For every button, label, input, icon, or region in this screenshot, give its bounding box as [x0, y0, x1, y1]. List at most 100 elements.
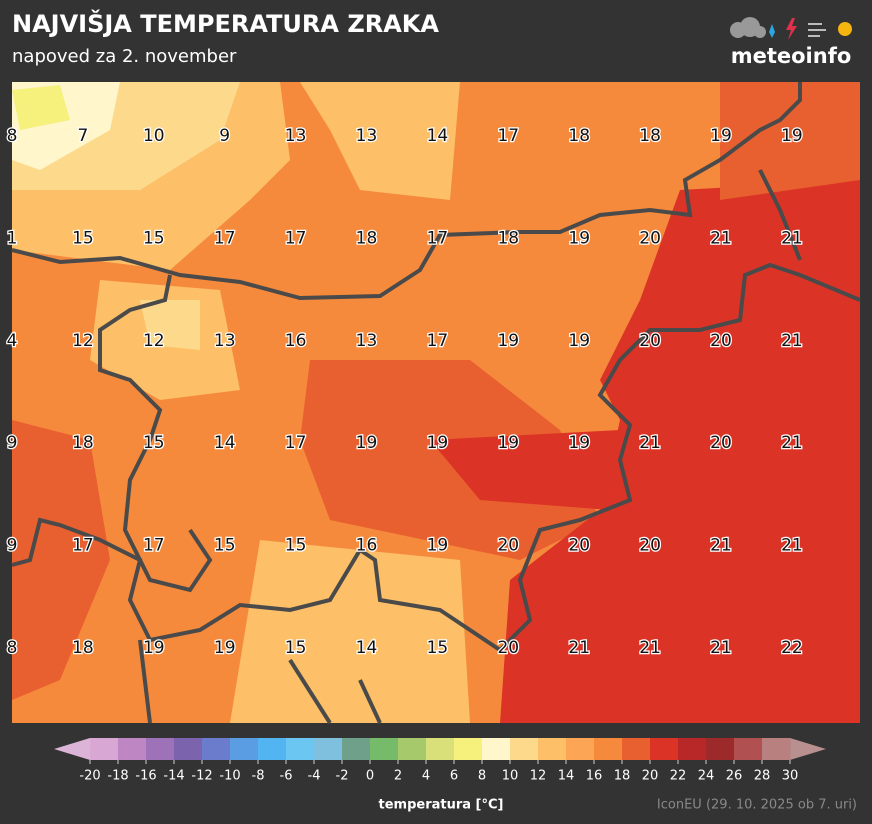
colorbar-segment [370, 738, 399, 760]
temperature-label: 21 [781, 228, 803, 248]
temperature-label: 21 [781, 536, 803, 556]
temperature-label: 19 [214, 638, 236, 658]
colorbar-tick-label: 2 [394, 769, 402, 784]
temperature-label: 9 [7, 433, 18, 453]
colorbar-label: temperatura [°C] [379, 798, 504, 813]
logo-text: meteoinfo [731, 44, 852, 68]
colorbar-segment [734, 738, 763, 760]
temperature-label: 19 [497, 433, 519, 453]
temperature-label: 17 [214, 228, 236, 248]
temperature-label: 18 [639, 126, 661, 146]
temperature-label: 18 [568, 126, 590, 146]
temperature-label: 21 [710, 638, 732, 658]
temperature-label: 20 [710, 433, 732, 453]
colorbar-tick-label: 16 [586, 769, 603, 784]
colorbar-tick-label: -14 [163, 769, 184, 784]
colorbar-segment [398, 738, 427, 760]
temperature-label: 15 [285, 638, 307, 658]
temperature-label: 19 [497, 331, 519, 351]
colorbar-tick-label: 4 [422, 769, 430, 784]
temperature-label: 17 [427, 228, 449, 248]
subtitle: napoved za 2. november [12, 46, 237, 67]
temperature-label: 14 [427, 126, 449, 146]
colorbar-segment [146, 738, 175, 760]
colorbar-segment [622, 738, 651, 760]
map-background [12, 82, 860, 723]
temperature-label: 19 [710, 126, 732, 146]
temperature-label: 19 [356, 433, 378, 453]
colorbar-tick-label: -8 [252, 769, 265, 784]
temperature-label: 19 [568, 331, 590, 351]
colorbar-tick-label: 8 [478, 769, 486, 784]
colorbar-tick-label: 12 [530, 769, 547, 784]
colorbar-segment [594, 738, 623, 760]
temperature-label: 12 [143, 331, 165, 351]
colorbar-over [790, 738, 826, 760]
temperature-label: 20 [639, 228, 661, 248]
colorbar-segment [538, 738, 567, 760]
temperature-label: 17 [427, 331, 449, 351]
logo-icons [730, 17, 852, 40]
temperature-label: 21 [568, 638, 590, 658]
colorbar-segment [118, 738, 147, 760]
colorbar-tick-label: 22 [670, 769, 687, 784]
temperature-label: 13 [356, 331, 378, 351]
temperature-label: 17 [72, 536, 94, 556]
temperature-label: 20 [639, 331, 661, 351]
temperature-label: 21 [710, 228, 732, 248]
temperature-label: 1 [7, 228, 18, 248]
colorbar-segment [342, 738, 371, 760]
temperature-label: 8 [7, 126, 18, 146]
colorbar-segment [706, 738, 735, 760]
colorbar-tick-label: -10 [219, 769, 240, 784]
temperature-label: 13 [285, 126, 307, 146]
temperature-label: 21 [781, 331, 803, 351]
temperature-label: 21 [639, 433, 661, 453]
temperature-label: 7 [77, 126, 88, 146]
colorbar-tick-label: 30 [782, 769, 799, 784]
colorbar-tick-label: -4 [308, 769, 321, 784]
colorbar-segment [650, 738, 679, 760]
borders [11, 82, 861, 725]
temperature-label: 15 [143, 433, 165, 453]
colorbar-segment [286, 738, 315, 760]
colorbar-tick-label: -6 [280, 769, 293, 784]
colorbar-segment [454, 738, 483, 760]
temperature-label: 17 [285, 433, 307, 453]
colorbar-tick-label: -20 [79, 769, 100, 784]
temperature-label: 12 [72, 331, 94, 351]
colorbar-tick-label: 14 [558, 769, 575, 784]
colorbar-tick-label: -18 [107, 769, 128, 784]
temperature-label: 15 [427, 638, 449, 658]
colorbar-tick-label: -12 [191, 769, 212, 784]
temperature-label: 19 [781, 126, 803, 146]
temperature-label: 15 [143, 228, 165, 248]
colorbar-segment [202, 738, 231, 760]
temperature-label: 8 [7, 638, 18, 658]
colorbar-tick-label: 24 [698, 769, 715, 784]
colorbar-tick-label: 6 [450, 769, 458, 784]
temperature-label: 16 [356, 536, 378, 556]
temperature-label: 13 [356, 126, 378, 146]
temperature-label: 20 [497, 536, 519, 556]
temperature-label: 20 [568, 536, 590, 556]
temperature-label: 13 [214, 331, 236, 351]
temperature-label: 14 [356, 638, 378, 658]
colorbar-segment [482, 738, 511, 760]
title: NAJVIŠJA TEMPERATURA ZRAKA [12, 8, 439, 38]
colorbar-tick-label: 26 [726, 769, 743, 784]
temperature-label: 18 [72, 433, 94, 453]
colorbar-tick-label: -16 [135, 769, 156, 784]
temperature-label: 10 [143, 126, 165, 146]
temperature-label: 21 [781, 433, 803, 453]
colorbar-tick-label: 28 [754, 769, 771, 784]
colorbar-under [54, 738, 90, 760]
colorbar: -20 -18 -16 -14 -12 -10 -8 -6 -4 -2 0 2 4 6 8 10 12 14 16 1… [54, 738, 826, 784]
temperature-label: 17 [143, 536, 165, 556]
colorbar-segment [258, 738, 287, 760]
colorbar-segment [566, 738, 595, 760]
colorbar-segment [426, 738, 455, 760]
colorbar-segment [230, 738, 259, 760]
colorbar-tick-label: -2 [336, 769, 349, 784]
temperature-label: 21 [639, 638, 661, 658]
